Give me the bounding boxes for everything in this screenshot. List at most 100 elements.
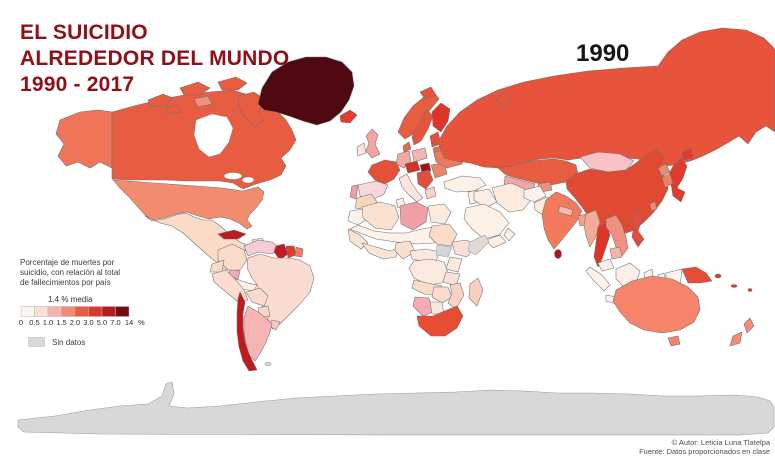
region-cambodia [609, 246, 623, 260]
region-south-korea [661, 173, 674, 189]
no-data-swatch [28, 337, 45, 347]
region-canada-arctic-island-light [193, 95, 213, 108]
credit-author: © Autor: Leticia Luna Tlatelpa [671, 438, 770, 447]
region-france [367, 159, 401, 185]
colorbar-step-3 [47, 306, 62, 317]
legend-description: Porcentaje de muertes por suicidio, con … [20, 258, 180, 288]
region-madagascar [468, 277, 484, 307]
credit-source: Fuente: Datos proporcionados en clase [639, 447, 770, 456]
legend-mean-label: 1.4 % media [48, 295, 93, 304]
legend-description-line-1: Porcentaje de muertes por [20, 258, 115, 267]
region-bolivia [245, 287, 269, 307]
region-iran [491, 182, 532, 213]
region-nepal [557, 205, 574, 217]
region-novaya-zemlya [495, 91, 514, 109]
region-west-africa [361, 242, 400, 260]
region-sri-lanka [554, 249, 562, 259]
region-sumatra [585, 266, 611, 292]
region-papua-new-guinea [681, 266, 713, 284]
region-namibia [412, 296, 434, 317]
region-norway [397, 91, 440, 140]
region-spain [357, 180, 389, 201]
region-india [541, 191, 583, 250]
tick-14: 14 [124, 318, 134, 327]
tick-3-0: 3.0 [83, 318, 94, 327]
region-suriname [285, 245, 297, 259]
region-finland [431, 102, 451, 133]
region-tasmania [667, 335, 681, 347]
region-philippines [631, 208, 645, 248]
region-oman [503, 227, 516, 242]
region-italy [398, 173, 424, 203]
region-taiwan [649, 200, 658, 212]
region-hokkaido [681, 147, 694, 161]
region-south-africa [416, 305, 464, 337]
no-data-label: Sin datos [52, 337, 86, 347]
great-lakes-east [241, 176, 255, 184]
region-canada-arctic-island [147, 93, 174, 107]
title-line-1: EL SUICIDIO [20, 21, 148, 44]
region-mongolia [579, 151, 635, 173]
region-vietnam [605, 214, 629, 257]
legend: Porcentaje de muertes por suicidio, con … [18, 258, 180, 347]
colorbar-step-8 [115, 306, 130, 317]
region-alaska [55, 109, 113, 169]
region-canada-arctic-island [179, 81, 211, 96]
region-nigeria [394, 240, 416, 260]
region-drc [408, 258, 449, 286]
region-venezuela [243, 239, 281, 257]
region-libya [399, 201, 429, 231]
region-sudan [428, 223, 458, 247]
region-afghanistan [523, 185, 547, 203]
legend-no-data: Sin datos [28, 337, 180, 347]
region-new-caledonia [730, 284, 738, 288]
region-uk [365, 128, 381, 159]
legend-colorbar [20, 306, 130, 317]
region-falklands [264, 361, 272, 367]
colorbar-step-7 [101, 306, 116, 317]
region-french-guiana [294, 246, 304, 258]
region-guyana [273, 243, 289, 261]
region-iceland [339, 109, 358, 124]
colorbar-step-5 [74, 306, 89, 317]
region-somalia [467, 234, 490, 256]
legend-description-line-3: de fallecimientos por país [20, 278, 111, 287]
legend-ticks: 0 0.5 1.0 1.5 2.0 3.0 5.0 7.0 14 % [18, 318, 180, 328]
region-yemen [485, 234, 507, 249]
region-ireland [356, 142, 367, 157]
tick-unit-percent: % [138, 318, 145, 327]
region-algeria [361, 201, 400, 231]
region-saudi [463, 203, 510, 240]
region-south-sudan [435, 244, 453, 258]
region-myanmar [583, 209, 601, 248]
region-greenland [257, 56, 355, 126]
no-data-swatch-rect [28, 337, 45, 347]
colorbar-step-4 [61, 306, 76, 317]
legend-description-line-2: suicidio, con relación al total [20, 268, 121, 277]
great-lakes [223, 172, 243, 180]
year-label: 1990 [576, 40, 630, 67]
region-brazil [246, 253, 315, 330]
region-cameroon [409, 248, 441, 262]
region-portugal [349, 184, 359, 200]
region-alpine [404, 160, 421, 174]
page-title: EL SUICIDIO ALREDEDOR DEL MUNDO 1990 - 2… [20, 20, 289, 98]
region-sweden [411, 109, 434, 146]
region-russia [437, 27, 775, 169]
title-line-2: ALREDEDOR DEL MUNDO [20, 47, 290, 70]
tick-0-5: 0.5 [29, 318, 40, 327]
tick-7-0: 7.0 [110, 318, 121, 327]
credits: © Autor: Leticia Luna Tlatelpa Fuente: D… [639, 438, 770, 456]
colorbar-step-2 [34, 306, 49, 317]
region-denmark [402, 141, 412, 153]
region-poland [411, 147, 428, 163]
region-egypt [427, 203, 452, 225]
tick-0: 0 [18, 318, 24, 327]
region-solomon-islands [714, 273, 722, 279]
colorbar-step-1 [20, 306, 35, 317]
region-cuba [217, 229, 247, 240]
region-canada-arctic-island [165, 104, 182, 115]
region-turkey [443, 175, 487, 193]
